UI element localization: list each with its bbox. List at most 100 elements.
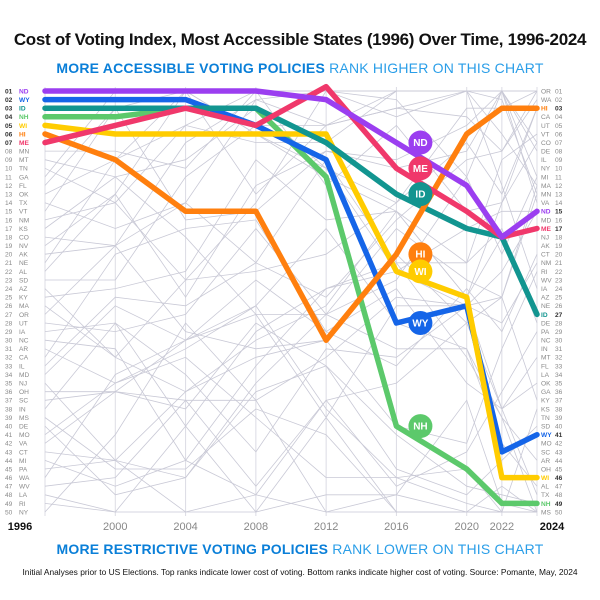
- rank-state: WV: [541, 277, 552, 284]
- year-tick-label: 2008: [244, 521, 268, 533]
- series-label-circle: [408, 414, 433, 439]
- rank-state: MN: [541, 192, 551, 199]
- rank-number: 23: [5, 277, 13, 284]
- rank-state: NJ: [541, 234, 549, 241]
- rank-number: 21: [555, 260, 563, 267]
- series-label-circle: [408, 310, 433, 335]
- rank-state: NY: [541, 166, 551, 173]
- year-tick-label: 2004: [173, 521, 197, 533]
- rank-state: NM: [541, 260, 551, 267]
- rank-state: AZ: [19, 286, 27, 293]
- rank-number: 12: [5, 183, 13, 190]
- rank-state: NE: [541, 303, 551, 310]
- rank-state: MT: [541, 355, 551, 362]
- background-state-line: [44, 159, 538, 324]
- series-label-circle: [408, 182, 433, 207]
- rank-number: 06: [5, 131, 13, 138]
- rank-state: WY: [19, 97, 30, 104]
- rank-state: WY: [541, 432, 552, 439]
- rank-number: 43: [555, 449, 563, 456]
- rank-state: DE: [541, 149, 551, 156]
- top-subtitle-strong: MORE ACCESSIBLE VOTING POLICIES: [56, 60, 325, 76]
- series-label-circle: [408, 259, 433, 284]
- rank-state: UT: [19, 320, 28, 327]
- rank-state: SD: [541, 423, 550, 430]
- rank-number: 16: [555, 217, 563, 224]
- series-label-hi: HI: [408, 242, 433, 267]
- year-tick-label: 2020: [454, 521, 478, 533]
- rank-state: NM: [19, 217, 29, 224]
- background-state-line: [44, 365, 538, 504]
- rank-state: IA: [541, 286, 548, 293]
- year-tick-label: 2000: [103, 521, 127, 533]
- series-label-text: ME: [413, 164, 428, 175]
- rank-state: AL: [19, 269, 27, 276]
- rank-state: AZ: [541, 295, 549, 302]
- rank-state: LA: [19, 492, 28, 499]
- rank-state: MO: [19, 432, 30, 439]
- rank-state: KS: [541, 406, 550, 413]
- rank-state: HI: [19, 131, 26, 138]
- rank-number: 18: [555, 234, 563, 241]
- rank-state: VA: [19, 441, 28, 448]
- rank-number: 34: [555, 372, 563, 379]
- top-subtitle: MORE ACCESSIBLE VOTING POLICIES RANK HIG…: [0, 60, 600, 76]
- rank-state: OH: [541, 466, 551, 473]
- year-tick-label: 2012: [314, 521, 338, 533]
- rank-state: AR: [19, 346, 28, 353]
- rank-number: 35: [555, 381, 563, 388]
- rank-state: VA: [541, 200, 550, 207]
- rank-number: 45: [555, 466, 563, 473]
- year-tick-label: 2016: [384, 521, 408, 533]
- rank-state: IL: [541, 157, 547, 164]
- rank-number: 22: [5, 269, 13, 276]
- series-line-hi: [42, 105, 540, 343]
- rank-state: WI: [19, 123, 27, 130]
- rank-number: 19: [555, 243, 563, 250]
- rank-number: 09: [555, 157, 563, 164]
- year-tick-label: 2022: [490, 521, 514, 533]
- rank-state: NY: [19, 509, 29, 516]
- rank-state: ME: [541, 226, 551, 233]
- rank-state: MD: [541, 217, 551, 224]
- chart-title: Cost of Voting Index, Most Accessible St…: [13, 30, 587, 49]
- rank-state: IL: [19, 363, 25, 370]
- background-state-line: [44, 270, 538, 513]
- background-state-line: [44, 90, 538, 315]
- rank-state: DE: [541, 320, 551, 327]
- rank-number: 21: [5, 260, 13, 267]
- bottom-subtitle-light: RANK LOWER ON THIS CHART: [332, 541, 544, 557]
- rank-state: NH: [19, 114, 29, 121]
- rank-number: 19: [5, 243, 13, 250]
- rank-state: CA: [19, 355, 29, 362]
- rank-number: 20: [5, 252, 13, 259]
- rank-number: 26: [5, 303, 13, 310]
- rank-number: 49: [555, 501, 563, 508]
- year-tick-label: 1996: [8, 521, 32, 533]
- rank-number: 37: [5, 398, 13, 405]
- rank-state: SD: [19, 277, 28, 284]
- rank-state: NV: [19, 243, 29, 250]
- series-line-nh: [42, 105, 540, 507]
- rank-state: KS: [19, 226, 28, 233]
- rank-number: 24: [555, 286, 563, 293]
- rank-number: 39: [5, 415, 13, 422]
- rank-state: AR: [541, 458, 550, 465]
- rank-state: MS: [19, 415, 29, 422]
- rank-number: 25: [5, 295, 13, 302]
- rank-number: 38: [555, 406, 563, 413]
- rank-state: KY: [19, 295, 28, 302]
- bottom-subtitle-strong: MORE RESTRICTIVE VOTING POLICIES: [56, 541, 329, 557]
- series-label-text: ND: [413, 138, 427, 149]
- background-state-line: [44, 90, 537, 358]
- rank-state: GA: [541, 389, 551, 396]
- rank-number: 43: [5, 449, 13, 456]
- rank-number: 18: [5, 234, 13, 241]
- rank-number: 48: [5, 492, 13, 499]
- rank-number: 05: [555, 123, 563, 130]
- rank-number: 07: [5, 140, 13, 147]
- rank-number: 36: [555, 389, 563, 396]
- rank-state: MN: [19, 149, 29, 156]
- rank-state: MD: [19, 372, 29, 379]
- footnote: Initial Analyses prior to US Elections. …: [22, 567, 578, 577]
